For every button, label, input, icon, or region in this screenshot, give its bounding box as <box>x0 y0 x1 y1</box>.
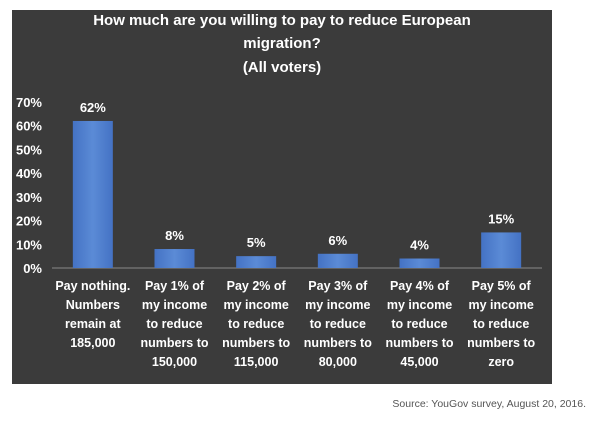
x-tick-label: Pay 2% of my income to reduce numbers to 115… <box>222 279 290 369</box>
x-tick-label: Pay 5% of my income to reduce numbers to zer… <box>467 279 535 369</box>
y-tick-label: 20% <box>16 214 42 229</box>
chart-panel: How much are you willing to pay to reduc… <box>12 10 552 384</box>
data-label: 5% <box>247 235 266 250</box>
x-tick-label: Pay nothing. Numbers remain at 185,000 <box>55 279 130 350</box>
data-label: 4% <box>410 238 429 253</box>
bar <box>317 253 358 268</box>
y-tick-label: 30% <box>16 190 42 205</box>
y-tick-label: 40% <box>16 166 42 181</box>
x-tick-label: Pay 3% of my income to reduce numbers to 80,… <box>304 279 372 369</box>
chart-title-line-1: How much are you willing to pay to reduc… <box>93 12 471 29</box>
bar <box>154 249 195 268</box>
data-label: 8% <box>165 228 184 243</box>
x-tick-label: Pay 4% of my income to reduce numbers to 45,… <box>385 279 453 369</box>
y-tick-label: 10% <box>16 237 42 252</box>
y-tick-label: 70% <box>16 95 42 110</box>
bar <box>236 256 277 268</box>
y-tick-label: 60% <box>16 119 42 134</box>
x-tick-label: Pay 1% of my income to reduce numbers to 150… <box>140 279 208 369</box>
bar-chart: How much are you willing to pay to reduc… <box>12 10 552 384</box>
source-note: Source: YouGov survey, August 20, 2016. <box>392 398 586 410</box>
chart-title-line-2: migration? <box>243 35 321 52</box>
bar <box>72 120 113 268</box>
data-label: 6% <box>328 233 347 248</box>
bar <box>481 232 522 268</box>
chart-title-line-3: (All voters) <box>243 59 321 76</box>
data-label: 62% <box>80 100 106 115</box>
data-label: 15% <box>488 211 514 226</box>
y-tick-label: 0% <box>23 261 42 276</box>
y-tick-label: 50% <box>16 142 42 157</box>
bar <box>399 258 440 268</box>
